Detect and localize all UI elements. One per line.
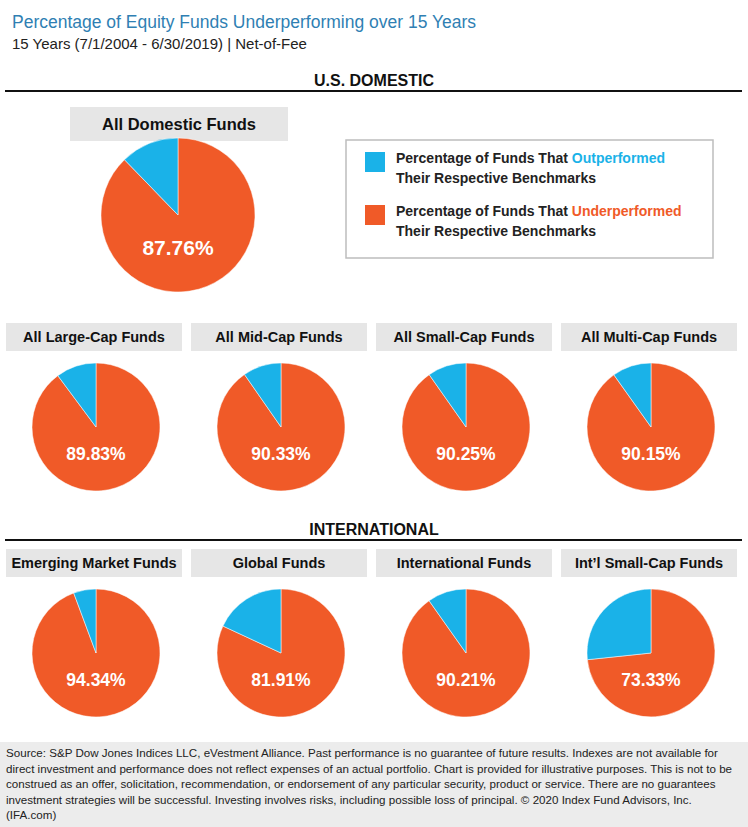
pie-slice (101, 138, 255, 292)
data-label: 90.21% (436, 670, 496, 690)
data-label: 81.91% (251, 670, 311, 690)
chart-title-box (376, 549, 552, 577)
chart-title-box (6, 549, 182, 577)
data-label: 87.76% (142, 236, 214, 259)
title: Percentage of Equity Funds Underperformi… (12, 12, 476, 32)
section-rule (5, 539, 742, 541)
legend-text: Percentage of Funds That Outperformed (396, 150, 665, 166)
chart-title: Int’l Small-Cap Funds (575, 555, 723, 571)
chart-title-box (6, 323, 182, 351)
legend-text-part: Their Respective Benchmarks (396, 170, 596, 186)
section-title: U.S. DOMESTIC (314, 72, 434, 89)
legend-highlight: Underperformed (572, 203, 682, 219)
data-label: 89.83% (66, 444, 126, 464)
pie-slice (124, 138, 178, 215)
chart-title: All Mid-Cap Funds (215, 329, 342, 345)
pie-slice (614, 363, 651, 427)
pie-slice (587, 589, 651, 660)
data-label: 94.34% (66, 670, 126, 690)
pie-slice (223, 589, 281, 653)
pie-slice (217, 589, 345, 717)
pie-slice (32, 363, 160, 491)
pie (217, 363, 345, 491)
legend-text-part: Percentage of Funds That (396, 203, 572, 219)
pie (32, 589, 160, 717)
chart-title-box (191, 549, 367, 577)
pie (101, 138, 255, 292)
pie-slice (217, 363, 345, 491)
data-label: 73.33% (621, 670, 681, 690)
pie-slice (429, 589, 466, 653)
section-rule (5, 90, 742, 92)
data-label: 90.25% (436, 444, 496, 464)
pie-slice (429, 363, 466, 427)
chart-title-box (191, 323, 367, 351)
pie (587, 589, 715, 717)
legend-text-part: Their Respective Benchmarks (396, 223, 596, 239)
legend-text: Their Respective Benchmarks (396, 170, 596, 186)
pie-slice (32, 589, 160, 717)
pie (402, 363, 530, 491)
chart-title: All Small-Cap Funds (394, 329, 535, 345)
chart-title: International Funds (397, 555, 532, 571)
chart-title: Emerging Market Funds (11, 555, 176, 571)
chart-title-box (70, 107, 288, 141)
legend-swatch (365, 205, 385, 225)
chart-title: All Multi-Cap Funds (581, 329, 717, 345)
footer: Source: S&P Dow Jones Indices LLC, eVest… (0, 742, 748, 827)
subtitle: 15 Years (7/1/2004 - 6/30/2019) | Net-of… (12, 35, 307, 52)
pie-slice (58, 363, 96, 427)
chart-title: All Domestic Funds (102, 115, 256, 133)
legend-text: Their Respective Benchmarks (396, 223, 596, 239)
chart-title-box (376, 323, 552, 351)
chart-title: All Large-Cap Funds (23, 329, 165, 345)
chart-title-box (561, 549, 737, 577)
chart-title: Global Funds (233, 555, 326, 571)
pie (402, 589, 530, 717)
pie-slice (74, 589, 96, 653)
chart-title-box (561, 323, 737, 351)
pie (32, 363, 160, 491)
section-title: INTERNATIONAL (309, 521, 439, 538)
pie-slice (587, 363, 715, 491)
data-label: 90.15% (621, 444, 681, 464)
pie-slice (587, 589, 715, 717)
legend-text-part: Percentage of Funds That (396, 150, 572, 166)
pie-slice (402, 589, 530, 717)
pie (587, 363, 715, 491)
legend-swatch (365, 152, 385, 172)
data-label: 90.33% (251, 444, 311, 464)
legend-text: Percentage of Funds That Underperformed (396, 203, 682, 219)
pie-slice (402, 363, 530, 491)
legend-highlight: Outperformed (572, 150, 665, 166)
pie (217, 589, 345, 717)
pie-slice (244, 363, 281, 427)
legend-box (346, 140, 713, 258)
